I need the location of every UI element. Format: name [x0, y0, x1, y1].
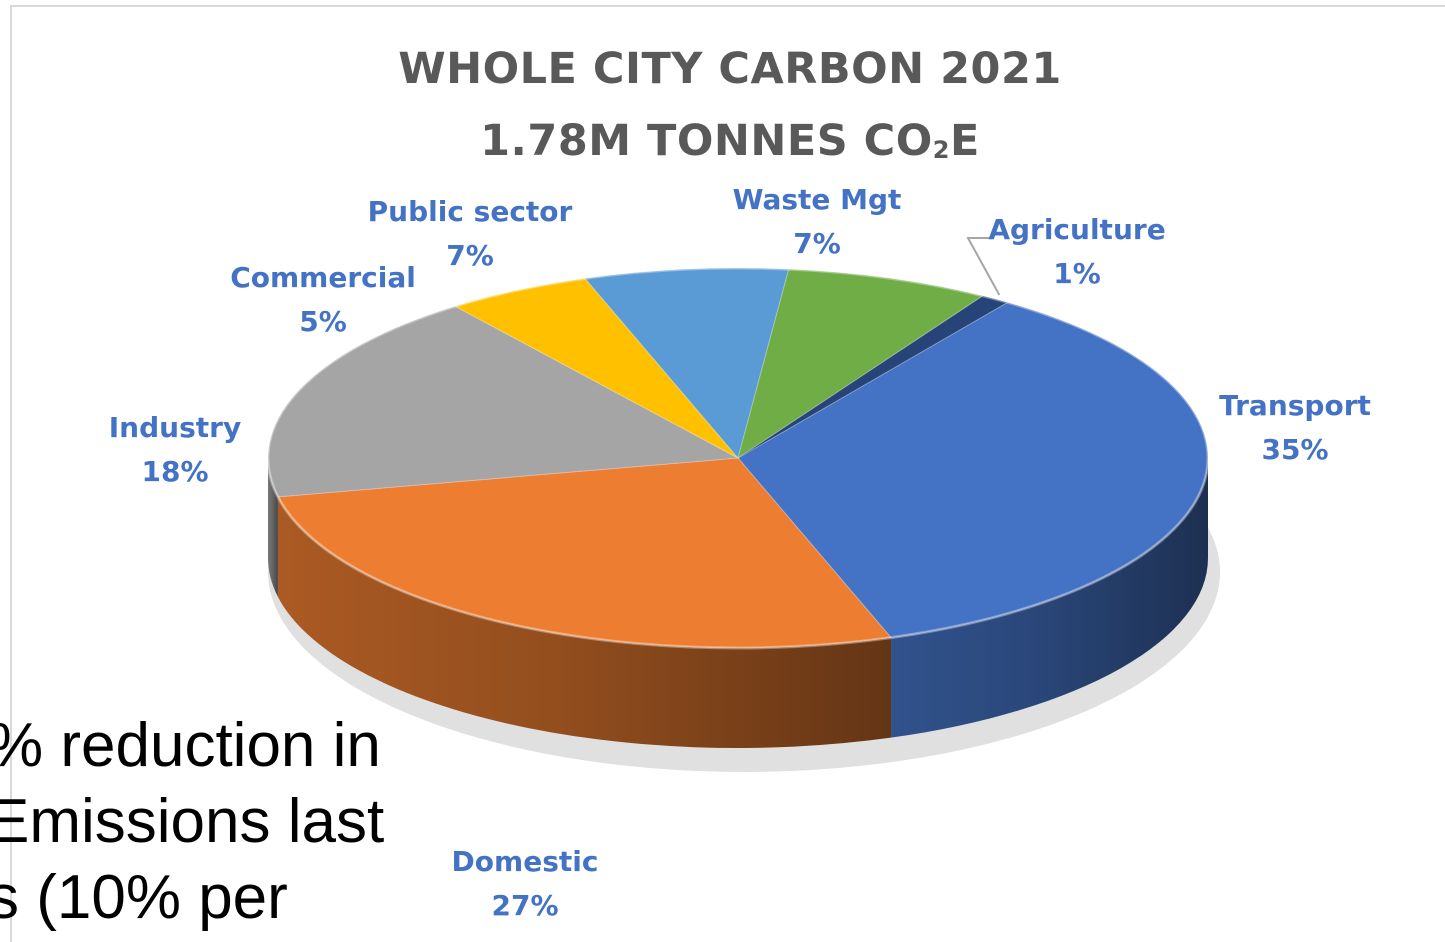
leader-line-agriculture — [966, 237, 1001, 296]
label-industry: Industry 18% — [108, 411, 242, 488]
slice-transport — [737, 301, 1209, 639]
slice-agriculture — [737, 295, 1009, 459]
overlay-text-block: % reduction in Emissions last s (10% per — [0, 708, 384, 936]
label-public-sector: Public sector 7% — [367, 195, 573, 272]
pie-rim — [266, 266, 1210, 650]
overlay-line: Emissions last — [0, 787, 385, 856]
slice-side-industry — [268, 458, 278, 597]
label-waste-mgt: Waste Mgt 7% — [732, 183, 902, 260]
label-domestic: Domestic 27% — [451, 845, 599, 922]
slice-side-transport — [891, 458, 1208, 738]
label-agriculture: Agriculture 1% — [988, 213, 1166, 290]
slice-side-domestic — [277, 496, 892, 748]
overlay-line: s (10% per — [0, 863, 288, 932]
overlay-line: % reduction in — [0, 711, 381, 780]
slice-public-sector — [584, 267, 790, 460]
slice-waste-mgt — [737, 268, 985, 460]
chart-frame — [10, 5, 1445, 942]
chart-title: WHOLE CITY CARBON 2021 — [398, 44, 1062, 94]
slice-industry — [267, 305, 740, 498]
slice-commercial — [453, 277, 739, 459]
chart-subtitle: 1.78M TONNES CO2E — [480, 116, 980, 166]
label-transport: Transport 35% — [1219, 389, 1371, 466]
slice-domestic — [277, 457, 892, 649]
label-commercial: Commercial 5% — [230, 261, 416, 338]
